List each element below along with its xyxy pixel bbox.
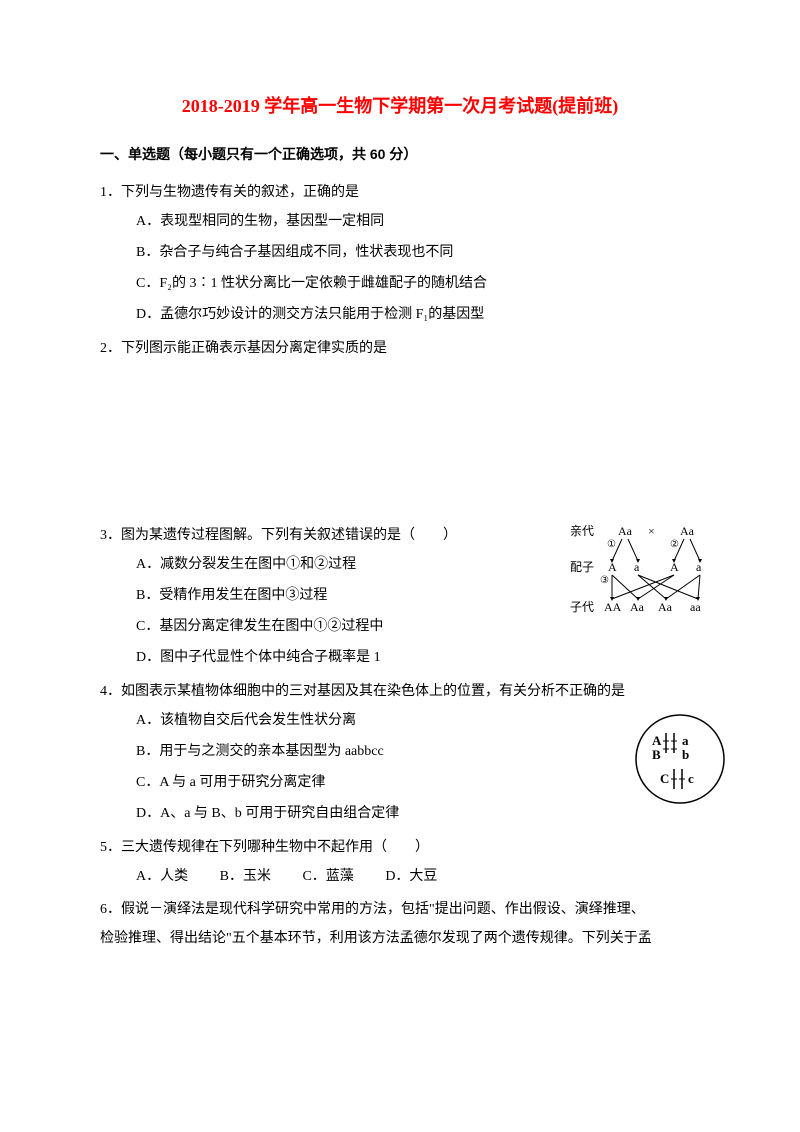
- question-6: 6．假说－演绎法是现代科学研究中常用的方法，包括"提出问题、作出假设、演绎推理、…: [100, 897, 700, 951]
- q5-option-a: A．人类: [136, 869, 188, 884]
- q4-cell-diagram: A a B b C c: [630, 709, 730, 809]
- svg-text:③: ③: [600, 575, 609, 586]
- q4-text: 4．如图表示某植物体细胞中的三对基因及其在染色体上的位置，有关分析不正确的是: [100, 679, 700, 704]
- page-title: 2018-2019 学年高一生物下学期第一次月考试题(提前班): [100, 90, 700, 122]
- q2-text: 2．下列图示能正确表示基因分离定律实质的是: [100, 336, 700, 361]
- q4-option-b: B．用于与之测交的亲本基因型为 aabbcc: [100, 739, 700, 764]
- svg-text:a: a: [696, 560, 702, 574]
- question-3: 3．图为某遗传过程图解。下列有关叙述错误的是（ ） A．减数分裂发生在图中①和②…: [100, 523, 700, 671]
- svg-text:A: A: [608, 560, 617, 574]
- q4-diagram: A a B b C c: [630, 709, 730, 818]
- q1-text: 1．下列与生物遗传有关的叙述，正确的是: [100, 180, 700, 205]
- svg-text:①: ①: [607, 539, 616, 550]
- svg-text:Aa: Aa: [658, 600, 673, 614]
- question-1: 1．下列与生物遗传有关的叙述，正确的是 A．表现型相同的生物，基因型一定相同 B…: [100, 180, 700, 328]
- q5-option-b: B．玉米: [220, 869, 271, 884]
- q5-option-c: C．蓝藻: [302, 869, 353, 884]
- q1-option-d: D．孟德尔巧妙设计的测交方法只能用于检测 F₁的基因型: [100, 302, 700, 327]
- question-4: 4．如图表示某植物体细胞中的三对基因及其在染色体上的位置，有关分析不正确的是 A…: [100, 679, 700, 827]
- svg-text:AA: AA: [604, 600, 622, 614]
- q1-option-b: B．杂合子与纯合子基因组成不同，性状表现也不同: [100, 240, 700, 265]
- section-header: 一、单选题（每小题只有一个正确选项，共 60 分）: [100, 142, 700, 167]
- q3-diagram: 亲代 Aa × Aa ① ② 配子 A a A a ③: [570, 523, 720, 622]
- q4-option-a: A．该植物自交后代会发生性状分离: [100, 708, 700, 733]
- svg-text:b: b: [682, 747, 689, 762]
- svg-text:a: a: [634, 560, 640, 574]
- svg-text:a: a: [682, 733, 689, 748]
- svg-text:aa: aa: [690, 600, 701, 614]
- question-5: 5．三大遗传规律在下列哪种生物中不起作用（ ） A．人类 B．玉米 C．蓝藻 D…: [100, 835, 700, 889]
- q3-label-gamete: 配子: [570, 560, 594, 574]
- svg-text:C: C: [660, 771, 669, 786]
- q5-option-d: D．大豆: [385, 869, 437, 884]
- q1-option-a: A．表现型相同的生物，基因型一定相同: [100, 209, 700, 234]
- q4-option-d: D．A、a 与 B、b 可用于研究自由组合定律: [100, 801, 700, 826]
- q6-text-1: 6．假说－演绎法是现代科学研究中常用的方法，包括"提出问题、作出假设、演绎推理、: [100, 897, 700, 922]
- q6-text-2: 检验推理、得出结论"五个基本环节，利用该方法孟德尔发现了两个遗传规律。下列关于孟: [100, 926, 700, 951]
- svg-text:c: c: [688, 771, 694, 786]
- q1-option-c: C．F₂的 3∶1 性状分离比一定依赖于雌雄配子的随机结合: [100, 271, 700, 296]
- svg-text:Aa: Aa: [630, 600, 645, 614]
- svg-text:Aa: Aa: [680, 524, 695, 538]
- svg-text:Aa: Aa: [618, 524, 633, 538]
- svg-text:A: A: [652, 733, 662, 748]
- q3-genetics-diagram: 亲代 Aa × Aa ① ② 配子 A a A a ③: [570, 523, 720, 618]
- svg-text:A: A: [670, 560, 679, 574]
- q3-option-d: D．图中子代显性个体中纯合子概率是 1: [100, 645, 700, 670]
- svg-text:×: ×: [648, 524, 655, 538]
- svg-text:B: B: [652, 747, 661, 762]
- q3-label-offspring: 子代: [570, 600, 594, 614]
- q5-text: 5．三大遗传规律在下列哪种生物中不起作用（ ）: [100, 835, 700, 860]
- q5-options: A．人类 B．玉米 C．蓝藻 D．大豆: [100, 864, 700, 889]
- q4-option-c: C．A 与 a 可用于研究分离定律: [100, 770, 700, 795]
- question-2: 2．下列图示能正确表示基因分离定律实质的是: [100, 336, 700, 515]
- svg-text:②: ②: [670, 539, 679, 550]
- q3-label-parent: 亲代: [570, 524, 594, 538]
